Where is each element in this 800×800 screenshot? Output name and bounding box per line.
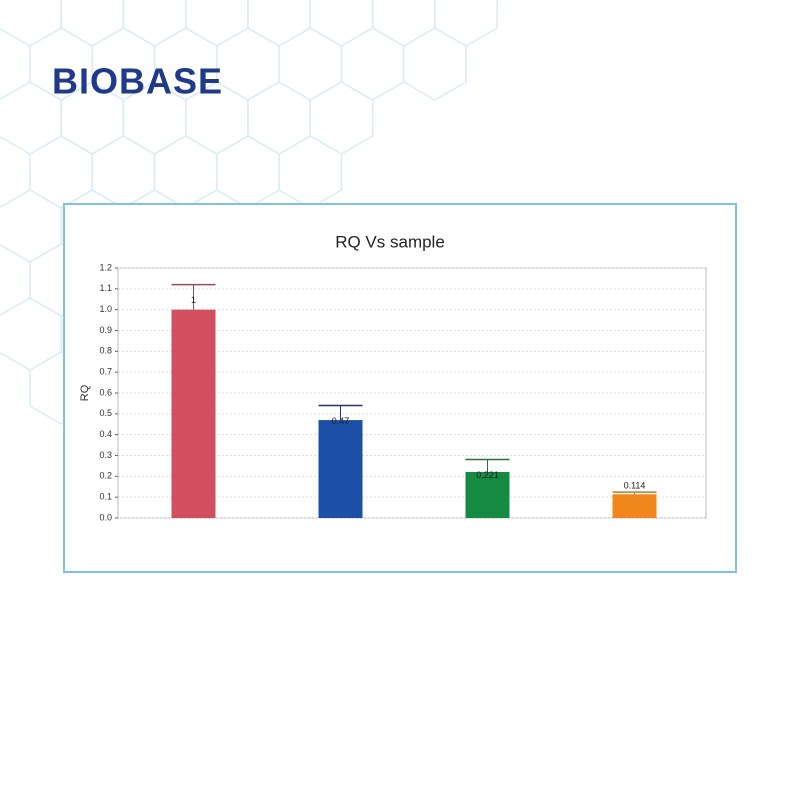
- y-tick-label: 0.0: [99, 512, 112, 522]
- hexagon: [0, 297, 62, 371]
- y-tick-label: 0.1: [99, 492, 112, 502]
- hexagon: [402, 27, 467, 101]
- y-tick-label: 0.8: [99, 346, 112, 356]
- hexagon: [247, 0, 312, 47]
- hexagon: [184, 0, 249, 47]
- y-tick-label: 1.2: [99, 262, 112, 272]
- value-label: 0.114: [624, 481, 646, 491]
- y-tick-label: 0.5: [99, 408, 112, 418]
- value-label: 0.47: [332, 416, 350, 426]
- hexagon: [434, 0, 498, 47]
- bar: [318, 420, 363, 518]
- hexagon: [309, 0, 374, 47]
- chart-title: RQ Vs sample: [335, 232, 445, 251]
- hexagon: [0, 189, 62, 263]
- hexagon: [216, 27, 280, 101]
- brand-logo: BIOBASE: [52, 61, 223, 102]
- hexagon: [0, 0, 62, 47]
- hexagon: [60, 0, 125, 47]
- hexagon: [91, 135, 156, 209]
- hexagon: [153, 135, 218, 209]
- y-tick-label: 0.2: [99, 471, 112, 481]
- hexagon: [340, 27, 405, 101]
- y-tick-label: 0.9: [99, 325, 112, 335]
- hexagon: [278, 27, 343, 101]
- hexagon: [216, 135, 280, 209]
- value-label: 0.221: [476, 470, 499, 480]
- hexagon: [371, 0, 436, 47]
- hexagon: [29, 135, 94, 209]
- y-tick-label: 0.6: [99, 387, 112, 397]
- hexagon: [309, 81, 374, 155]
- y-tick-label: 0.3: [99, 450, 112, 460]
- y-axis-label: RQ: [79, 384, 91, 401]
- bar: [171, 309, 216, 518]
- hexagon: [247, 81, 312, 155]
- y-tick-label: 1.0: [99, 304, 112, 314]
- y-tick-label: 1.1: [99, 283, 112, 293]
- bar: [465, 471, 510, 518]
- bar: [612, 494, 657, 518]
- y-tick-label: 0.4: [99, 429, 112, 439]
- hexagon: [278, 135, 343, 209]
- hexagon: [122, 0, 187, 47]
- y-tick-label: 0.7: [99, 367, 112, 377]
- value-label: 1: [191, 295, 196, 305]
